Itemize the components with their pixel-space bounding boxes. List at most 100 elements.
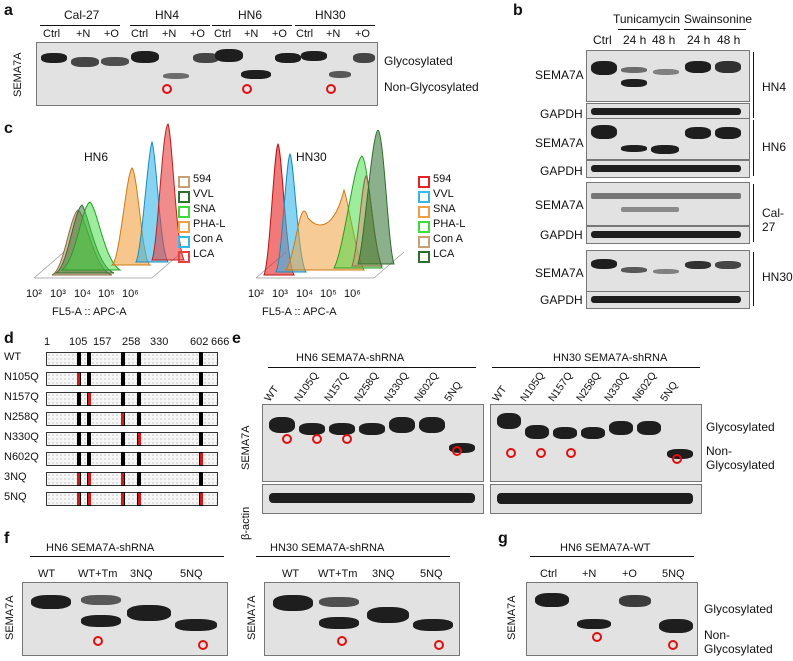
position-label: 666 (211, 336, 230, 348)
construct-label: 3NQ (4, 471, 27, 483)
blot-title: HN6 SEMA7A-shRNA (46, 542, 155, 554)
ylabel: SEMA7A (4, 595, 16, 640)
tick-label: 10³ (272, 288, 288, 300)
ylabel: SEMA7A (246, 595, 258, 640)
lane-label: 24 h (623, 33, 647, 47)
group-label: Cal-27 (762, 206, 785, 234)
tick-label: 10³ (50, 288, 66, 300)
lane-label: N330Q (602, 369, 632, 404)
construct-diagram (46, 372, 218, 386)
lane-label: Ctrl (43, 28, 61, 40)
non-glycosylated-marker (536, 448, 546, 458)
tick-label: 10² (26, 288, 42, 300)
group-label: HN30 (762, 270, 793, 284)
blot-image (490, 404, 702, 482)
glycosylated-label: Glycosylated (384, 54, 453, 68)
blot-image (36, 42, 378, 106)
lane-label: N157Q (322, 369, 352, 404)
lane-label: Ctrl (296, 28, 314, 40)
ylabel: SEMA7A (506, 595, 518, 640)
row-label: SEMA7A (535, 198, 584, 212)
non-glycosylated-label: Non-Glycosylated (706, 444, 775, 472)
construct-label: N330Q (4, 431, 39, 443)
lane-label: +O (622, 568, 637, 580)
x-axis-label: FL5-A :: APC-A (52, 306, 127, 318)
blot-image (586, 182, 750, 226)
blot-image (586, 250, 750, 292)
histogram-hn30 (255, 130, 405, 279)
construct-diagram (46, 352, 218, 366)
non-glycosylated-marker (326, 84, 336, 94)
panel-c-letter: c (4, 120, 13, 137)
lane-label: WT (38, 568, 56, 580)
row-label: GAPDH (540, 293, 583, 307)
lane-label: N258Q (352, 369, 382, 404)
panel-b-letter: b (513, 2, 523, 19)
glycosylated-label: Glycosylated (706, 420, 775, 434)
ylabel: SEMA7A (12, 52, 24, 97)
position-label: 258 (122, 336, 141, 348)
lane-label: N105Q (292, 369, 322, 404)
blot-image (264, 582, 460, 656)
blot-image (586, 118, 750, 160)
plot-title: HN6 (84, 150, 109, 164)
non-glycosylated-label: Non-Glycosylated (704, 628, 773, 656)
panel-a-letter: a (4, 2, 13, 19)
construct-label: N602Q (4, 451, 39, 463)
blot-title: HN6 SEMA7A-shRNA (296, 352, 405, 364)
group-label: Cal-27 (64, 8, 100, 22)
blot-image (22, 582, 228, 656)
lane-label: +O (104, 28, 119, 40)
blot-title: HN6 SEMA7A-WT (560, 542, 651, 554)
lane-label: WT+Tm (318, 568, 358, 580)
tick-label: 10² (248, 288, 264, 300)
non-glycosylated-marker (506, 448, 516, 458)
non-glycosylated-marker (668, 640, 678, 650)
construct-label: N105Q (4, 371, 39, 383)
lane-label: 5NQ (420, 568, 443, 580)
lane-label: Ctrl (131, 28, 149, 40)
row-label: SEMA7A (535, 68, 584, 82)
lane-label: N602Q (630, 369, 660, 404)
ylabel: β-actin (240, 506, 252, 540)
row-label: SEMA7A (535, 266, 584, 280)
position-label: 157 (93, 336, 112, 348)
panel-f-letter: f (4, 530, 10, 547)
blot-image (490, 484, 702, 514)
ylabel: SEMA7A (240, 425, 252, 470)
group-label: HN4 (762, 80, 787, 94)
lane-label: +N (326, 28, 341, 40)
lane-label: +O (355, 28, 370, 40)
non-glycosylated-marker (434, 640, 444, 650)
blot-image (586, 50, 750, 102)
lane-label: N157Q (546, 369, 576, 404)
glycosylated-label: Glycosylated (704, 602, 773, 616)
row-label: SEMA7A (535, 136, 584, 150)
lane-label: +N (162, 28, 177, 40)
treatment-label: Swainsonine (684, 12, 753, 26)
blot-image (586, 160, 750, 178)
non-glycosylated-marker (282, 434, 292, 444)
lane-label: WT+Tm (78, 568, 118, 580)
panel-e-letter: e (232, 330, 241, 347)
construct-diagram (46, 412, 218, 426)
tick-label: 10⁵ (320, 288, 337, 300)
position-label: 105 (69, 336, 88, 348)
construct-diagram (46, 432, 218, 446)
non-glycosylated-marker (672, 454, 682, 464)
lane-label: +N (582, 568, 597, 580)
non-glycosylated-marker (198, 640, 208, 650)
non-glycosylated-label: Non-Glycosylated (384, 80, 479, 94)
non-glycosylated-marker (342, 434, 352, 444)
row-label: GAPDH (540, 164, 583, 178)
group-label: HN6 (238, 8, 263, 22)
treatment-label: Tunicamycin (613, 12, 680, 26)
construct-diagram (46, 492, 218, 506)
tick-label: 10⁴ (296, 288, 313, 300)
lane-label: Ctrl (214, 28, 232, 40)
non-glycosylated-marker (312, 434, 322, 444)
position-label: 330 (150, 336, 169, 348)
lane-label: 3NQ (372, 568, 395, 580)
tick-label: 10⁴ (74, 288, 91, 300)
lane-label: 5NQ (662, 568, 685, 580)
